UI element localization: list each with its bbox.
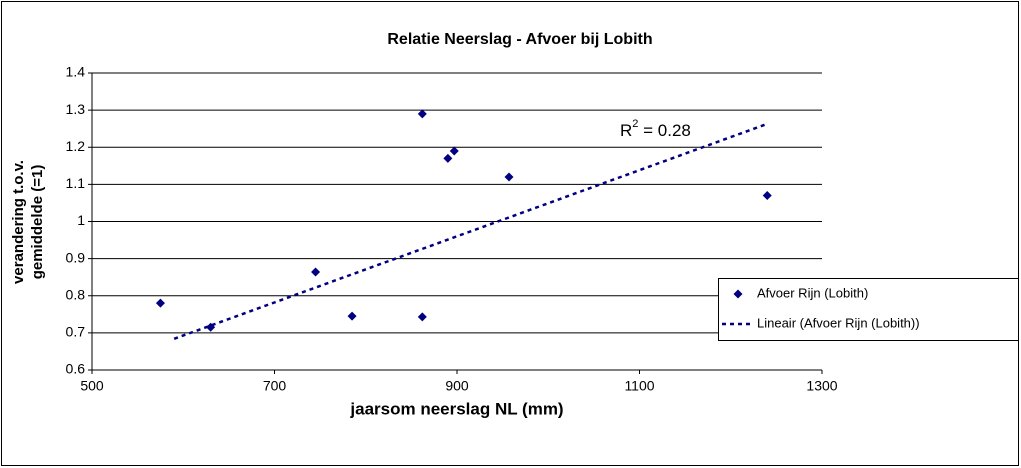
data-point bbox=[504, 172, 514, 182]
y-tick-label: 0.8 bbox=[66, 286, 86, 302]
y-tick-label: 0.7 bbox=[66, 324, 86, 340]
x-axis-label: jaarsom neerslag NL (mm) bbox=[349, 399, 563, 418]
data-point bbox=[417, 312, 427, 322]
x-tick-label: 900 bbox=[445, 378, 469, 394]
r-squared-annotation: R2 = 0.28 bbox=[620, 118, 691, 141]
y-tick-label: 1 bbox=[77, 212, 85, 228]
y-tick-label: 1.3 bbox=[66, 101, 86, 117]
data-point bbox=[449, 146, 459, 156]
y-axis-label: verandering t.o.v. gemiddelde (=1) bbox=[10, 160, 46, 284]
x-tick-label: 700 bbox=[263, 378, 287, 394]
y-axis-label-line: verandering t.o.v. bbox=[10, 160, 27, 284]
x-tick-label: 1100 bbox=[624, 378, 654, 394]
y-tick-label: 1.2 bbox=[66, 138, 86, 154]
data-point bbox=[311, 267, 321, 277]
data-point bbox=[347, 311, 357, 321]
data-point bbox=[155, 298, 165, 308]
annotation-text: = 0.28 bbox=[638, 121, 690, 140]
legend-box bbox=[718, 278, 1019, 341]
y-axis-label-line: gemiddelde (=1) bbox=[29, 165, 46, 280]
x-tick-label: 500 bbox=[80, 378, 104, 394]
y-tick-label: 0.9 bbox=[66, 249, 86, 265]
annotation-superscript: 2 bbox=[632, 118, 638, 130]
legend-label: Lineair (Afvoer Rijn (Lobith)) bbox=[757, 315, 920, 330]
chart-title: Relatie Neerslag - Afvoer bij Lobith bbox=[387, 31, 652, 48]
trend-line bbox=[173, 122, 768, 340]
y-tick-label: 0.6 bbox=[66, 361, 86, 377]
y-tick-label: 1.1 bbox=[66, 175, 86, 191]
data-point bbox=[417, 109, 427, 119]
data-point bbox=[762, 191, 772, 201]
legend-marker bbox=[733, 289, 743, 299]
legend-label: Afvoer Rijn (Lobith) bbox=[757, 285, 868, 300]
annotation-base: R bbox=[620, 121, 632, 140]
x-tick-label: 1300 bbox=[806, 378, 837, 394]
data-point bbox=[443, 153, 453, 163]
y-tick-label: 1.4 bbox=[66, 64, 86, 80]
